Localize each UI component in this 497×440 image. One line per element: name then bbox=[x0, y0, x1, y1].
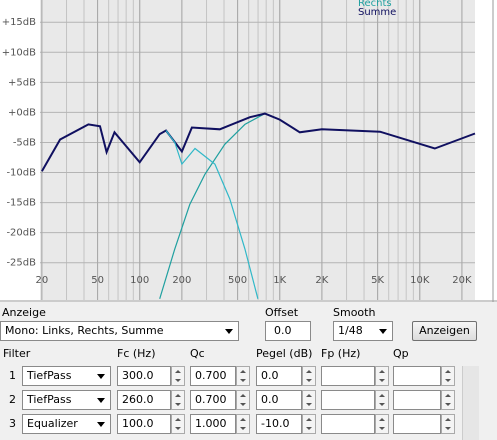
x-tick-label: 20 bbox=[35, 275, 48, 286]
filter-type-dropdown[interactable]: Equalizer bbox=[22, 414, 111, 434]
column-header: Qp bbox=[393, 347, 409, 360]
spinner[interactable] bbox=[441, 366, 455, 386]
filter-input[interactable]: 0.0 bbox=[256, 366, 302, 386]
series-line bbox=[41, 112, 476, 172]
legend-entry: Rechts bbox=[358, 0, 392, 9]
spinner[interactable] bbox=[441, 390, 455, 410]
x-tick-label: 10K bbox=[410, 275, 430, 286]
y-tick-label: -15dB bbox=[6, 198, 36, 209]
spinner[interactable] bbox=[171, 366, 185, 386]
filter-type-dropdown[interactable]: TiefPass bbox=[22, 366, 111, 386]
x-tick-label: 100 bbox=[130, 275, 149, 286]
filter-input[interactable] bbox=[393, 366, 441, 386]
plot-area bbox=[40, 0, 475, 300]
filter-input[interactable] bbox=[321, 414, 375, 434]
row-index: 3 bbox=[9, 417, 16, 430]
y-tick-label: +0dB bbox=[8, 107, 36, 118]
spinner[interactable] bbox=[375, 414, 389, 434]
scrollbar[interactable] bbox=[462, 366, 479, 440]
y-tick-label: -25dB bbox=[6, 258, 36, 269]
x-tick-label: 2K bbox=[315, 275, 328, 286]
filter-input[interactable] bbox=[321, 366, 375, 386]
spinner[interactable] bbox=[441, 414, 455, 434]
column-header: Qc bbox=[190, 347, 205, 360]
column-header: Fc (Hz) bbox=[117, 347, 156, 360]
y-tick-label: -20dB bbox=[6, 228, 36, 239]
spinner[interactable] bbox=[236, 390, 250, 410]
row-index: 2 bbox=[9, 393, 16, 406]
anzeige-label: Anzeige bbox=[2, 306, 46, 319]
spinner[interactable] bbox=[302, 390, 316, 410]
filter-type-dropdown[interactable]: TiefPass bbox=[22, 390, 111, 410]
series-line bbox=[159, 113, 266, 299]
row-index: 1 bbox=[9, 369, 16, 382]
x-tick-label: 50 bbox=[91, 275, 104, 286]
anzeigen-button[interactable]: Anzeigen bbox=[412, 321, 477, 341]
spinner[interactable] bbox=[236, 414, 250, 434]
x-tick-label: 5K bbox=[371, 275, 384, 286]
filter-input[interactable] bbox=[321, 390, 375, 410]
spinner[interactable] bbox=[375, 390, 389, 410]
filter-input[interactable]: 300.0 bbox=[117, 366, 171, 386]
column-header: Fp (Hz) bbox=[321, 347, 361, 360]
y-tick-label: -5dB bbox=[13, 137, 36, 148]
spinner[interactable] bbox=[302, 366, 316, 386]
anzeige-dropdown[interactable]: Mono: Links, Rechts, Summe bbox=[0, 321, 239, 341]
y-tick-label: +5dB bbox=[8, 77, 36, 88]
column-header: Pegel (dB) bbox=[256, 347, 313, 360]
column-header: Filter bbox=[3, 347, 31, 360]
y-tick-label: -10dB bbox=[6, 168, 36, 179]
filter-input[interactable]: 1.000 bbox=[190, 414, 236, 434]
spinner[interactable] bbox=[171, 390, 185, 410]
legend-entry: Summe bbox=[358, 7, 396, 18]
spinner[interactable] bbox=[302, 414, 316, 434]
x-tick-label: 200 bbox=[172, 275, 191, 286]
offset-label: Offset bbox=[265, 306, 299, 319]
spinner[interactable] bbox=[375, 366, 389, 386]
x-tick-label: 20K bbox=[452, 275, 472, 286]
x-tick-label: 500 bbox=[228, 275, 247, 286]
chart: +15dB +10dB +5dB +0dB -5dB -10dB -15dB -20dB -25… bbox=[0, 0, 497, 302]
series-line bbox=[165, 130, 259, 299]
filter-input[interactable]: 260.0 bbox=[117, 390, 171, 410]
filter-input[interactable]: -10.0 bbox=[256, 414, 302, 434]
offset-input[interactable]: 0.0 bbox=[265, 321, 311, 341]
filter-input[interactable] bbox=[393, 414, 441, 434]
x-tick-label: 1K bbox=[273, 275, 286, 286]
smooth-label: Smooth bbox=[333, 306, 376, 319]
spinner[interactable] bbox=[171, 414, 185, 434]
filter-input[interactable] bbox=[393, 390, 441, 410]
filter-input[interactable]: 0.0 bbox=[256, 390, 302, 410]
filter-input[interactable]: 0.700 bbox=[190, 390, 236, 410]
smooth-dropdown[interactable]: 1/48 bbox=[333, 321, 393, 341]
filter-input[interactable]: 100.0 bbox=[117, 414, 171, 434]
filter-input[interactable]: 0.700 bbox=[190, 366, 236, 386]
spinner[interactable] bbox=[236, 366, 250, 386]
y-tick-label: +15dB bbox=[2, 17, 36, 28]
y-tick-label: +10dB bbox=[2, 47, 36, 58]
